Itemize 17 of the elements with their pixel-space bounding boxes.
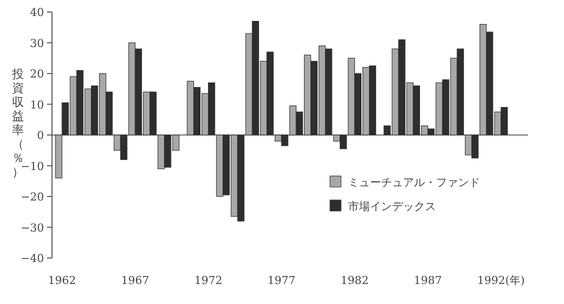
y-tick-label: −40 [20, 252, 44, 265]
y-tick-label: 10 [30, 98, 44, 112]
y-tick-label: 20 [30, 68, 44, 80]
legend-label: 市場インデックス [348, 200, 436, 213]
x-tick-label: 1987 [414, 274, 442, 287]
y-tick-label: −20 [20, 190, 44, 204]
x-tick-label: 1962 [48, 274, 76, 287]
legend-label: ミューチュアル・ファンド [348, 176, 480, 189]
y-tick-label: 0 [37, 129, 44, 142]
y-tick-label: −30 [20, 221, 44, 234]
y-tick-label: 30 [30, 36, 44, 50]
x-tick-label: 1982 [340, 274, 369, 287]
x-tick-label: 1972 [194, 274, 222, 287]
x-tick-label: 1992(年) [477, 274, 525, 287]
x-tick-label: 1977 [268, 274, 296, 287]
x-tick-label: 1967 [121, 274, 150, 287]
y-tick-label: 40 [30, 6, 44, 19]
